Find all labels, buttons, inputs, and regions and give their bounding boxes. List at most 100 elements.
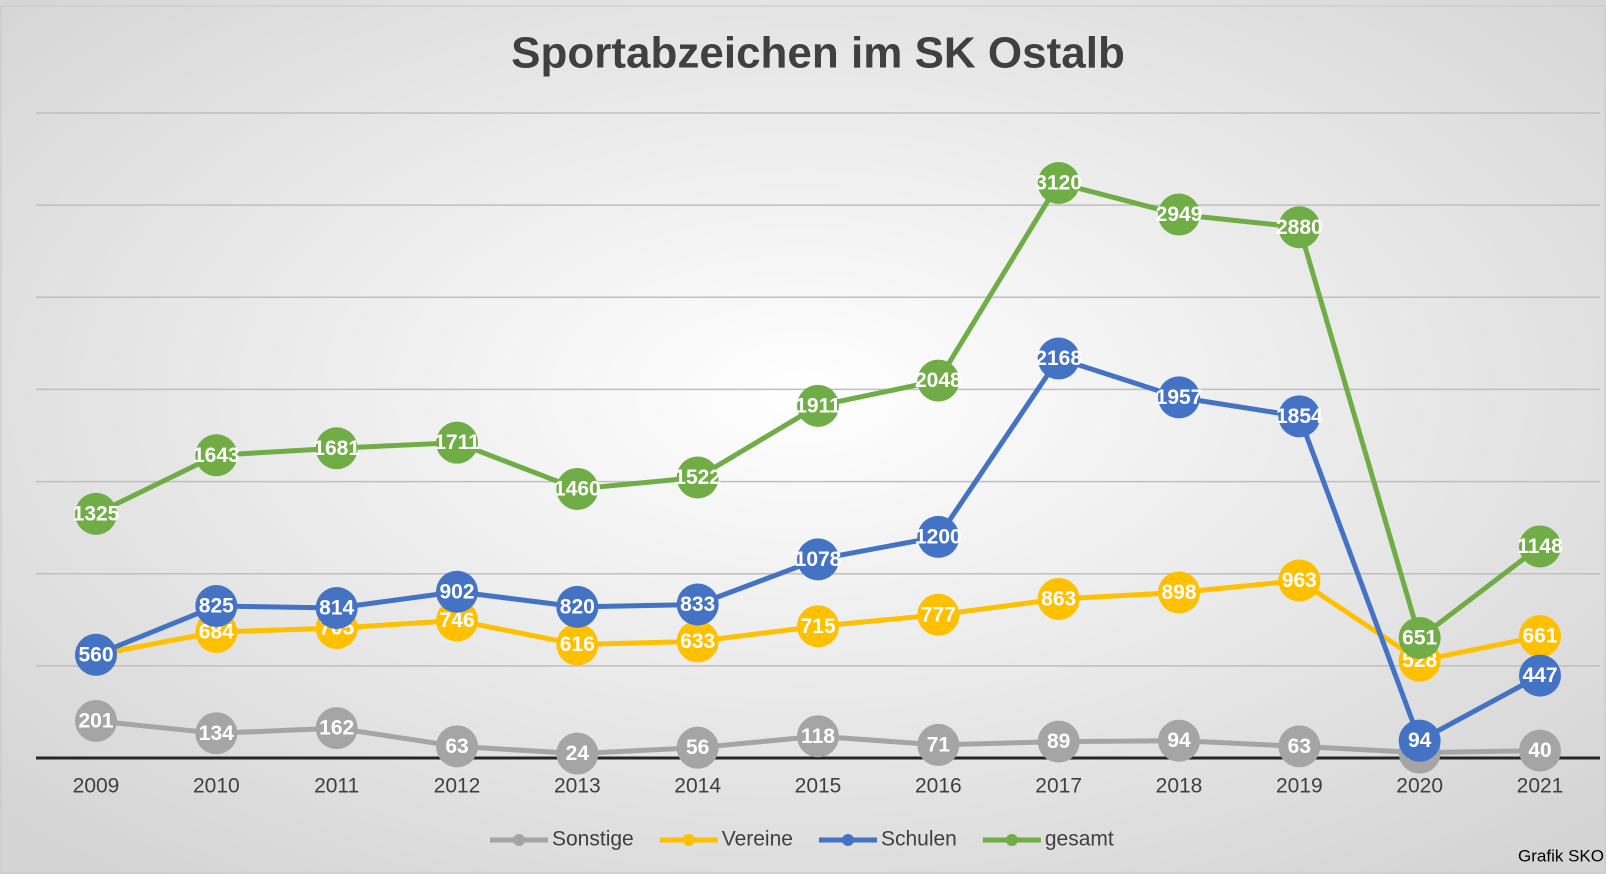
- data-label: 3120: [1035, 172, 1082, 195]
- data-label: 71: [927, 733, 951, 756]
- data-label: 684: [199, 620, 234, 643]
- point: [195, 434, 238, 477]
- data-label: 2168: [1035, 347, 1082, 370]
- point: [75, 699, 117, 742]
- point: [436, 725, 478, 768]
- data-label: 134: [199, 722, 234, 745]
- data-label: 1325: [73, 502, 120, 525]
- legend-label: Vereine: [722, 828, 793, 851]
- point: [1278, 206, 1321, 249]
- point: [556, 732, 599, 775]
- point: [1158, 376, 1200, 419]
- data-label: 560: [78, 643, 113, 666]
- data-label: 1148: [1517, 535, 1563, 558]
- data-label: 1854: [1276, 405, 1323, 428]
- x-tick-label: 2020: [1396, 775, 1443, 798]
- point: [797, 384, 839, 427]
- point: [1037, 720, 1080, 763]
- legend-marker: [841, 834, 854, 846]
- data-label: 825: [199, 595, 234, 618]
- data-label: 1078: [795, 548, 842, 571]
- data-label: 2048: [915, 369, 962, 392]
- data-label: 616: [560, 633, 595, 656]
- point: [1519, 654, 1561, 697]
- point: [797, 715, 839, 758]
- data-label: 2949: [1156, 203, 1203, 226]
- x-tick-label: 2012: [434, 775, 481, 798]
- data-label: 89: [1047, 730, 1070, 753]
- point: [676, 620, 719, 663]
- credit: Grafik SKO: [1518, 846, 1604, 865]
- x-tick-label: 2010: [193, 775, 240, 798]
- point: [917, 359, 960, 402]
- data-label: 2880: [1276, 216, 1323, 239]
- point: [797, 538, 839, 581]
- point: [315, 707, 358, 750]
- x-tick-label: 2019: [1276, 775, 1323, 798]
- data-label: 715: [800, 615, 835, 638]
- data-label: 651: [1402, 627, 1437, 650]
- point: [1158, 571, 1200, 614]
- point: [1158, 193, 1200, 236]
- data-label: 40: [1528, 739, 1551, 762]
- point: [195, 584, 238, 627]
- point: [917, 593, 960, 636]
- data-label: 24: [566, 742, 590, 765]
- point: [315, 586, 358, 629]
- data-label: 1711: [434, 431, 480, 454]
- legend-label: Sonstige: [552, 828, 634, 851]
- point: [676, 726, 719, 769]
- data-label: 1522: [674, 466, 721, 489]
- point: [676, 456, 719, 499]
- point: [436, 570, 478, 613]
- x-tick-label: 2021: [1517, 775, 1564, 798]
- x-tick-label: 2018: [1156, 775, 1203, 798]
- data-label: 94: [1167, 729, 1191, 752]
- point: [556, 623, 599, 666]
- data-label: 820: [560, 595, 595, 618]
- point: [1519, 729, 1561, 772]
- legend-label: Schulen: [881, 828, 957, 851]
- point: [1519, 615, 1561, 658]
- x-tick-label: 2011: [314, 775, 359, 798]
- point: [1037, 162, 1080, 205]
- data-label: 902: [439, 580, 474, 603]
- chart-title: Sportabzeichen im SK Ostalb: [511, 29, 1125, 78]
- x-tick-label: 2017: [1035, 775, 1082, 798]
- data-label: 63: [445, 735, 468, 758]
- data-label: 94: [1408, 729, 1432, 752]
- x-tick-label: 2016: [915, 775, 962, 798]
- point: [1037, 577, 1080, 620]
- point: [315, 427, 358, 470]
- border: [0, 5, 1606, 874]
- data-label: 746: [439, 609, 474, 632]
- data-label: 162: [319, 717, 354, 740]
- point: [436, 599, 478, 642]
- data-label: 1460: [554, 477, 601, 500]
- data-label: 661: [1522, 625, 1557, 648]
- point: [75, 633, 117, 676]
- point: [1278, 725, 1321, 768]
- point: [556, 585, 599, 628]
- point: [1037, 337, 1080, 380]
- point: [1158, 719, 1200, 762]
- legend-marker: [682, 834, 695, 846]
- data-label: 1643: [193, 444, 240, 467]
- legend-marker: [1005, 834, 1018, 846]
- data-label: 814: [319, 597, 354, 620]
- point: [556, 467, 599, 510]
- data-label: 1957: [1156, 386, 1203, 409]
- point: [195, 712, 238, 755]
- point: [1519, 525, 1561, 568]
- data-label: 833: [680, 593, 715, 616]
- data-label: 963: [1282, 569, 1317, 592]
- x-tick-label: 2015: [795, 775, 842, 798]
- point: [797, 605, 839, 648]
- point: [1278, 395, 1321, 438]
- data-label: 1200: [915, 525, 962, 548]
- x-tick-label: 2014: [674, 775, 721, 798]
- point: [1398, 617, 1441, 660]
- point: [917, 723, 960, 766]
- data-label: 56: [686, 736, 709, 759]
